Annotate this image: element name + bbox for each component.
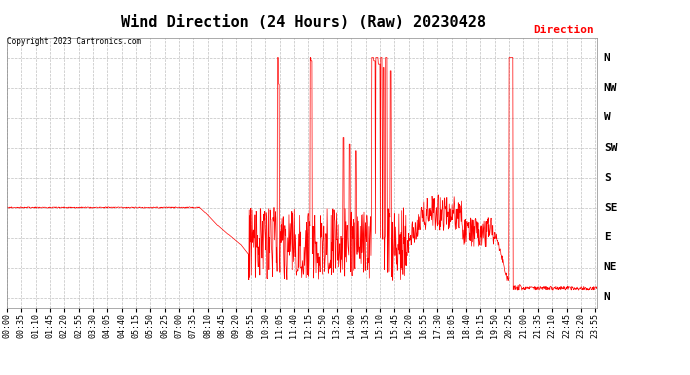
Text: N: N	[604, 53, 611, 63]
Text: Copyright 2023 Cartronics.com: Copyright 2023 Cartronics.com	[7, 38, 141, 46]
Text: NE: NE	[604, 262, 618, 273]
Text: NW: NW	[604, 82, 618, 93]
Text: E: E	[604, 232, 611, 243]
Text: W: W	[604, 112, 611, 123]
Text: SW: SW	[604, 142, 618, 153]
Text: N: N	[604, 292, 611, 303]
Text: SE: SE	[604, 202, 618, 213]
Text: S: S	[604, 172, 611, 183]
Text: Wind Direction (24 Hours) (Raw) 20230428: Wind Direction (24 Hours) (Raw) 20230428	[121, 15, 486, 30]
Text: Direction: Direction	[533, 25, 594, 35]
